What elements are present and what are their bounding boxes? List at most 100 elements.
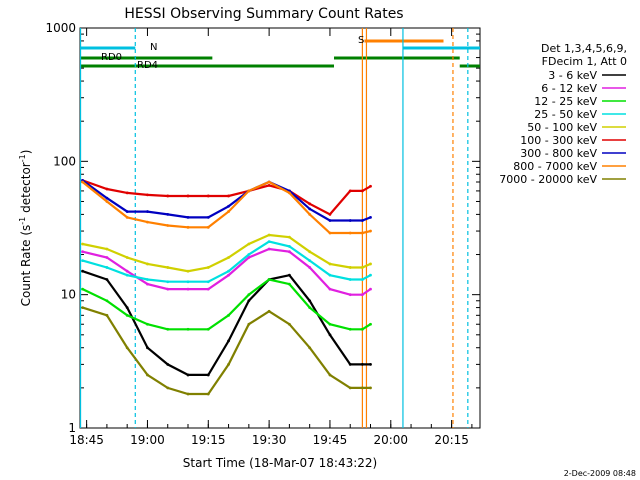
data-point [146,278,149,281]
series-lines [81,178,372,396]
data-point [308,250,312,254]
data-point [166,224,170,227]
data-point [206,215,210,219]
data-point [166,194,170,198]
data-point [166,327,170,331]
data-point [267,309,271,313]
data-point [206,266,210,269]
x-tick-label: 20:15 [434,433,469,447]
data-point [369,362,372,366]
data-point [146,262,149,266]
data-point [105,299,109,303]
x-tick-label: 18:45 [69,433,104,447]
data-point [328,333,332,337]
data-point [227,256,230,259]
flag-label-s: S [358,35,364,46]
data-point [328,322,332,326]
data-point [81,287,84,291]
legend-label: 100 - 300 keV [520,134,597,147]
data-point [125,191,129,195]
data-point [267,247,271,251]
data-point [369,215,372,219]
data-point [166,266,170,269]
data-point [146,220,149,224]
series-line [82,240,372,283]
y-tick-label: 1 [68,421,76,435]
data-point [125,269,129,273]
data-point [105,256,109,259]
data-point [267,233,271,237]
data-point [360,219,364,222]
data-point [125,306,129,309]
data-point [360,386,364,390]
data-point [186,287,190,291]
series-line [82,278,372,331]
observing-flags: RD0 RD4 N S [79,28,480,428]
flag-label-n: N [150,42,157,53]
data-point [308,306,312,309]
legend-label: 6 - 12 keV [541,82,597,95]
data-point [186,215,190,219]
data-point [227,210,230,213]
x-axis-label: Start Time (18-Mar-07 18:43:22) [183,456,377,470]
x-tick-label: 19:45 [313,433,348,447]
data-point [146,373,149,377]
series-line [81,179,371,222]
data-point [369,322,372,326]
data-point [125,273,129,277]
data-point [360,278,364,281]
legend-label: 300 - 800 keV [520,147,597,160]
series-line [82,179,372,216]
data-point [166,362,170,366]
data-point [267,278,271,281]
data-point [308,207,312,211]
plot-frame [79,27,481,429]
data-point [328,231,332,235]
data-point [360,362,364,366]
series-line [82,306,371,396]
data-point [287,322,291,326]
data-point [125,313,129,317]
data-point [227,313,230,317]
data-point [81,250,84,254]
data-point [146,210,149,213]
data-point [360,231,364,235]
data-point [308,266,312,269]
data-point [328,287,332,291]
data-point [206,194,210,198]
data-point [348,362,352,366]
data-point [81,180,84,184]
flag-label-rd0: RD0 [101,52,122,63]
data-point [287,245,291,248]
legend-label: 12 - 25 keV [534,95,597,108]
data-point [328,212,332,216]
data-point [105,278,109,281]
data-point [308,212,312,216]
data-point [328,273,332,277]
data-point [81,259,84,263]
data-point [348,266,352,269]
legend-label: 50 - 100 keV [527,121,597,134]
data-point [186,392,190,396]
data-point [247,299,251,303]
data-point [247,189,251,193]
data-point [206,373,210,377]
data-point [166,386,170,390]
data-point [206,287,210,291]
data-point [81,269,84,273]
data-point [247,253,251,256]
data-point [247,256,251,259]
data-point [360,327,364,331]
series-line [82,233,371,273]
series-line [82,270,371,376]
data-point [247,322,251,326]
data-point [348,386,352,390]
legend-header-line-1: Det 1,3,4,5,6,9, [541,42,627,55]
legend-header-line-2: FDecim 1, Att 0 [542,55,627,68]
data-point [287,250,291,254]
data-point [348,293,352,297]
data-point [186,280,190,284]
data-point [247,242,251,246]
data-point [287,273,291,277]
